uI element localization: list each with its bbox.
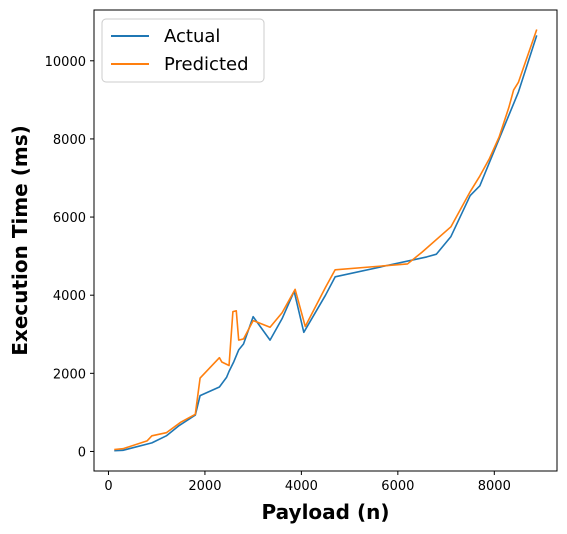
legend-label-actual: Actual bbox=[164, 26, 220, 47]
series-layer bbox=[114, 29, 538, 452]
series-line-predicted bbox=[114, 29, 538, 451]
legend-label-predicted: Predicted bbox=[164, 54, 249, 75]
y-axis-ticks: 0 2000 4000 6000 8000 10000 bbox=[45, 55, 94, 460]
y-tick-label: 2000 bbox=[53, 367, 86, 382]
x-axis-ticks: 0 2000 4000 6000 8000 bbox=[104, 471, 511, 494]
y-axis-label: Execution Time (ms) bbox=[8, 125, 32, 355]
y-tick-label: 4000 bbox=[53, 289, 86, 304]
x-tick-label: 2000 bbox=[188, 479, 221, 494]
legend: Actual Predicted bbox=[101, 18, 265, 83]
x-tick-label: 8000 bbox=[478, 479, 511, 494]
y-tick-label: 0 bbox=[78, 445, 86, 460]
x-tick-label: 0 bbox=[104, 479, 112, 494]
legend-box bbox=[101, 18, 265, 83]
plot-frame bbox=[93, 9, 558, 472]
y-tick-label: 10000 bbox=[45, 55, 86, 70]
series-line-actual bbox=[114, 35, 538, 452]
x-tick-label: 6000 bbox=[381, 479, 414, 494]
x-tick-label: 4000 bbox=[285, 479, 318, 494]
y-tick-label: 6000 bbox=[53, 211, 86, 226]
x-axis-label: Payload (n) bbox=[262, 500, 390, 524]
y-tick-label: 8000 bbox=[53, 133, 86, 148]
